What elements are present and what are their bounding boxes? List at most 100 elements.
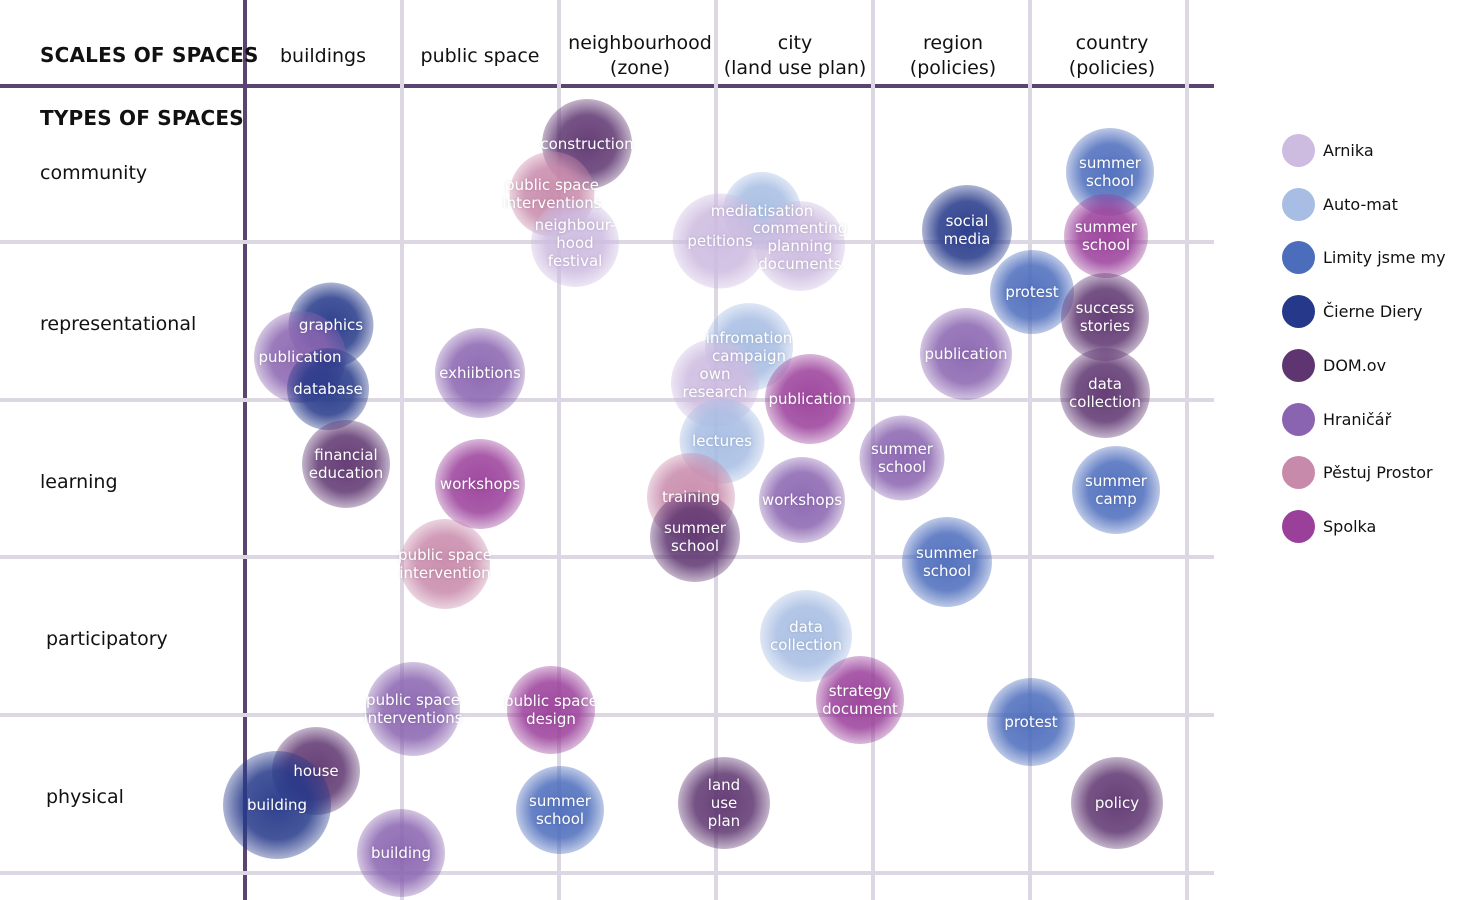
header-column-divider — [243, 0, 247, 900]
row-label: representational — [40, 313, 197, 335]
activity-label: success stories — [1075, 299, 1135, 335]
column-header: city (land use plan) — [723, 32, 867, 79]
activity-bubble — [357, 809, 445, 897]
column-gridline — [400, 0, 404, 900]
activity-bubble — [435, 328, 525, 418]
activity-bubble — [400, 519, 490, 609]
activity-bubble — [678, 757, 770, 849]
activity-label: summer school — [1079, 154, 1141, 190]
activity-label: strategy document — [822, 682, 898, 718]
row-label: learning — [40, 471, 118, 493]
activity-label: exhiibtions — [439, 364, 521, 382]
legend-swatch — [1282, 294, 1315, 328]
activity-bubble — [922, 185, 1012, 275]
activity-label: data collection — [770, 618, 842, 654]
activity-label: workshops — [761, 491, 843, 509]
types-title: TYPES OF SPACES — [40, 106, 244, 130]
activity-label: building — [370, 844, 432, 862]
activity-label: protest — [1005, 283, 1059, 301]
activity-bubble — [759, 457, 845, 543]
activity-label: summer school — [871, 440, 933, 476]
row-label: participatory — [46, 628, 168, 650]
legend-item: Auto-mat — [1282, 187, 1398, 221]
activity-bubble — [816, 656, 904, 744]
legend-swatch — [1282, 240, 1315, 274]
legend-swatch — [1282, 455, 1315, 489]
activity-bubble — [223, 751, 331, 859]
activity-label: own research — [682, 365, 748, 401]
legend-swatch — [1282, 348, 1315, 382]
legend-item: Hraničář — [1282, 402, 1391, 436]
activity-label: summer camp — [1085, 472, 1147, 508]
row-gridline — [0, 713, 1214, 717]
column-gridline — [1028, 0, 1032, 900]
activity-bubble — [990, 250, 1074, 334]
legend-item: Čierne Diery — [1282, 294, 1422, 328]
legend-item: Pěstuj Prostor — [1282, 455, 1433, 489]
activity-label: land use plan — [707, 776, 741, 830]
legend-item: DOM.ov — [1282, 348, 1386, 382]
activity-label: mediatisation — [710, 202, 814, 220]
legend-label: DOM.ov — [1323, 355, 1387, 375]
activity-label: social media — [943, 212, 991, 248]
activity-label: construction — [540, 135, 634, 153]
column-gridline — [557, 0, 561, 900]
row-gridline — [0, 555, 1214, 559]
activity-bubble — [765, 354, 855, 444]
activity-label: training — [661, 488, 721, 506]
activity-label: data collection — [1069, 375, 1141, 411]
activity-bubble — [531, 199, 619, 287]
column-gridline — [1185, 0, 1189, 900]
activity-bubble — [1061, 273, 1149, 361]
activity-label: publication — [768, 390, 852, 408]
column-header: country (policies) — [1068, 32, 1156, 79]
activity-bubble — [507, 666, 595, 754]
activity-label: graphics — [298, 316, 364, 334]
legend-label: Hraničář — [1323, 409, 1392, 429]
legend-label: Spolka — [1323, 516, 1377, 536]
activity-bubble — [755, 201, 845, 291]
activity-bubble — [1064, 194, 1148, 278]
activity-label: database — [293, 380, 363, 398]
activity-label: summer school — [1075, 218, 1137, 254]
activity-label: summer school — [916, 544, 978, 580]
activity-bubble — [435, 439, 525, 529]
activity-bubble — [859, 415, 945, 501]
activity-label: public space intervention — [398, 546, 492, 582]
activity-label: lectures — [692, 432, 752, 450]
activity-label: policy — [1094, 794, 1140, 812]
activity-label: neighbour- hood festival — [534, 216, 616, 270]
activity-label: publication — [924, 345, 1008, 363]
activity-bubble — [1060, 348, 1150, 438]
activity-bubble — [650, 492, 740, 582]
activity-label: protest — [1004, 713, 1058, 731]
activity-bubble — [987, 678, 1075, 766]
activity-bubble — [302, 420, 390, 508]
activity-bubble — [672, 193, 768, 289]
column-header: public space — [420, 45, 540, 67]
legend-swatch — [1282, 402, 1315, 436]
legend-item: Spolka — [1282, 509, 1376, 543]
legend-label: Čierne Diery — [1323, 301, 1423, 321]
activity-label: summer school — [664, 519, 726, 555]
activity-label: financial education — [308, 446, 384, 482]
legend-label: Pěstuj Prostor — [1323, 462, 1433, 482]
activity-label: public space interventions — [363, 691, 463, 727]
activity-label: workshops — [439, 475, 521, 493]
activity-bubble — [1072, 446, 1160, 534]
activity-bubble — [920, 308, 1012, 400]
activity-label: petitions — [687, 232, 753, 250]
row-label: community — [40, 162, 148, 184]
activity-label: building — [246, 796, 308, 814]
activity-bubble — [366, 662, 460, 756]
column-header: neighbourhood (zone) — [568, 32, 712, 79]
activity-bubble — [287, 348, 369, 430]
row-label: physical — [46, 786, 124, 808]
activity-label: publication — [258, 348, 342, 366]
legend-item: Arnika — [1282, 133, 1374, 167]
activity-label: public space design — [504, 692, 598, 728]
activity-label: infromation campaign — [705, 329, 793, 365]
activity-bubble — [516, 766, 604, 854]
column-header: buildings — [279, 45, 366, 67]
scales-title: SCALES OF SPACES — [40, 43, 259, 67]
